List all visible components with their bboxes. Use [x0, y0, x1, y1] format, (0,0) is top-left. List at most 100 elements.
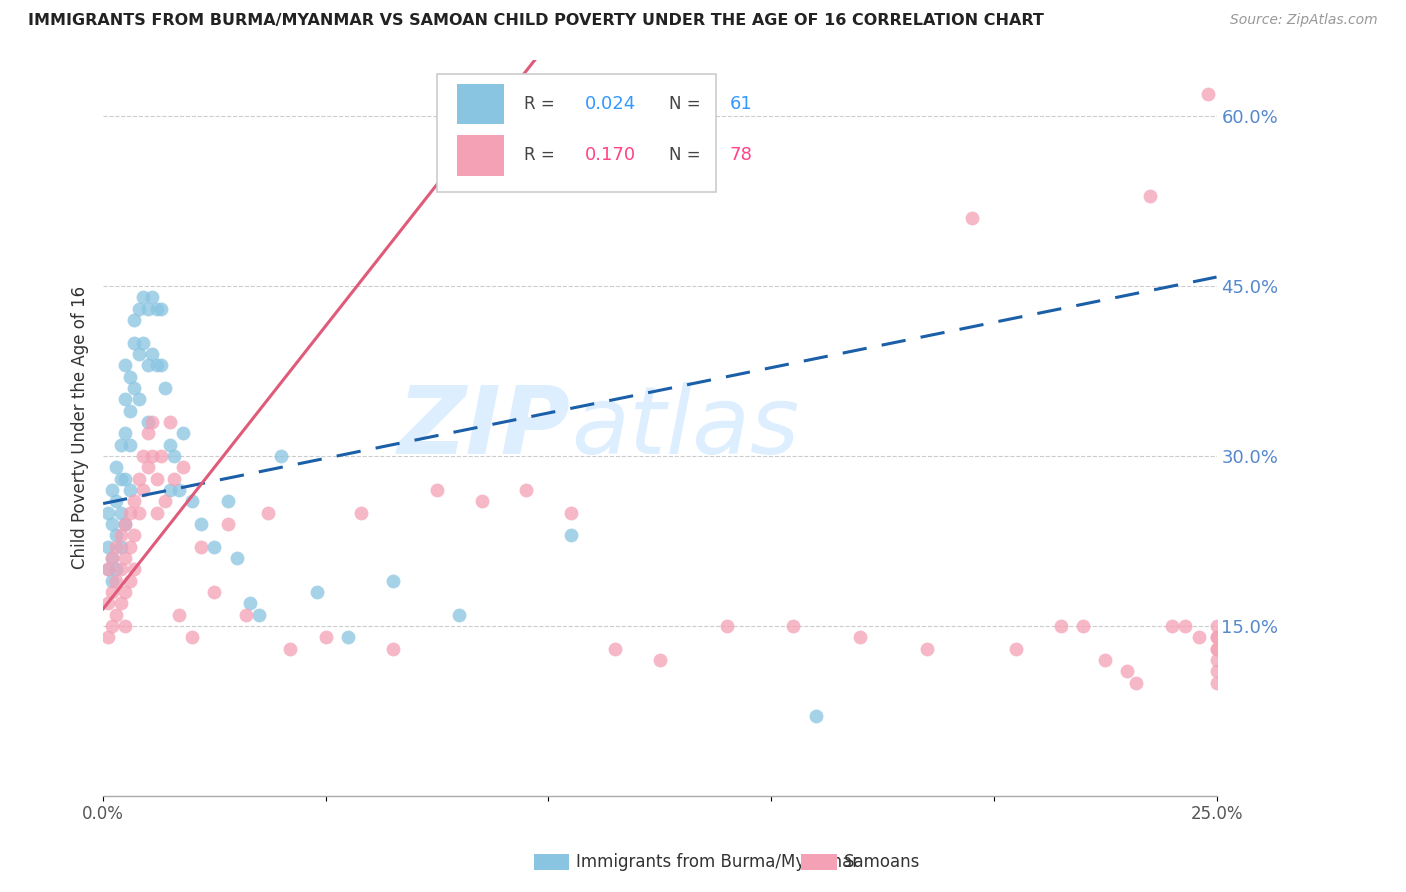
Point [560, 528, 582, 542]
Point [350, 506, 373, 520]
Point [145, 359, 167, 373]
Point [560, 506, 582, 520]
Point [128, 506, 150, 520]
Point [716, 619, 738, 633]
Point [118, 483, 141, 497]
Point [105, 528, 128, 542]
Point [114, 426, 136, 441]
Point [605, 641, 627, 656]
Y-axis label: Child Poverty Under the Age of 16: Child Poverty Under the Age of 16 [72, 286, 89, 569]
Point [118, 540, 141, 554]
FancyBboxPatch shape [437, 74, 716, 192]
Point [1005, 641, 1028, 656]
Point [337, 630, 360, 644]
Point [181, 630, 204, 644]
Text: N =: N = [669, 95, 706, 112]
Point [172, 426, 194, 441]
Point [159, 438, 181, 452]
Point [849, 630, 872, 644]
FancyBboxPatch shape [457, 136, 503, 176]
Point [471, 494, 494, 508]
Point [97, 596, 120, 610]
Point [1139, 188, 1161, 202]
Point [1174, 619, 1197, 633]
Point [114, 516, 136, 531]
Text: 61: 61 [730, 95, 752, 112]
Point [136, 301, 159, 316]
Text: ZIP: ZIP [398, 382, 571, 474]
Text: 78: 78 [730, 146, 752, 164]
Point [124, 313, 146, 327]
Point [150, 449, 173, 463]
Point [105, 460, 128, 475]
Text: R =: R = [524, 146, 560, 164]
Point [132, 449, 155, 463]
Point [101, 619, 124, 633]
Point [150, 359, 173, 373]
Point [515, 483, 537, 497]
Point [217, 516, 239, 531]
FancyBboxPatch shape [457, 84, 503, 124]
Point [155, 494, 177, 508]
Point [97, 506, 120, 520]
Point [155, 381, 177, 395]
Point [101, 483, 124, 497]
Point [960, 211, 983, 226]
Point [159, 483, 181, 497]
Point [1205, 619, 1227, 633]
Point [132, 290, 155, 304]
Point [1188, 630, 1211, 644]
Point [114, 585, 136, 599]
Point [315, 630, 337, 644]
Point [278, 641, 301, 656]
Point [426, 483, 449, 497]
Point [114, 619, 136, 633]
Point [110, 596, 132, 610]
Point [136, 415, 159, 429]
Point [167, 483, 190, 497]
Point [128, 392, 150, 407]
Point [118, 438, 141, 452]
Point [114, 550, 136, 565]
Point [1205, 675, 1227, 690]
Point [97, 562, 120, 576]
Point [1205, 630, 1227, 644]
Point [141, 449, 163, 463]
Point [1205, 653, 1227, 667]
Point [118, 574, 141, 588]
Point [449, 607, 471, 622]
Text: atlas: atlas [571, 382, 799, 473]
Text: 0.170: 0.170 [585, 146, 637, 164]
Point [257, 506, 280, 520]
Point [118, 403, 141, 417]
Point [648, 653, 671, 667]
Point [145, 506, 167, 520]
Point [114, 472, 136, 486]
Point [118, 369, 141, 384]
Point [163, 449, 186, 463]
Point [101, 585, 124, 599]
Point [150, 301, 173, 316]
Point [1205, 641, 1227, 656]
Point [105, 574, 128, 588]
Point [101, 516, 124, 531]
Point [97, 630, 120, 644]
Point [101, 550, 124, 565]
Point [132, 483, 155, 497]
Point [136, 359, 159, 373]
Point [167, 607, 190, 622]
Point [247, 607, 270, 622]
Text: N =: N = [669, 146, 706, 164]
Point [381, 641, 404, 656]
Point [804, 709, 827, 723]
Point [110, 438, 132, 452]
Point [110, 562, 132, 576]
Point [172, 460, 194, 475]
Point [181, 494, 204, 508]
Point [217, 494, 239, 508]
Point [1161, 619, 1184, 633]
Point [110, 540, 132, 554]
Point [132, 335, 155, 350]
Point [136, 460, 159, 475]
Point [124, 494, 146, 508]
